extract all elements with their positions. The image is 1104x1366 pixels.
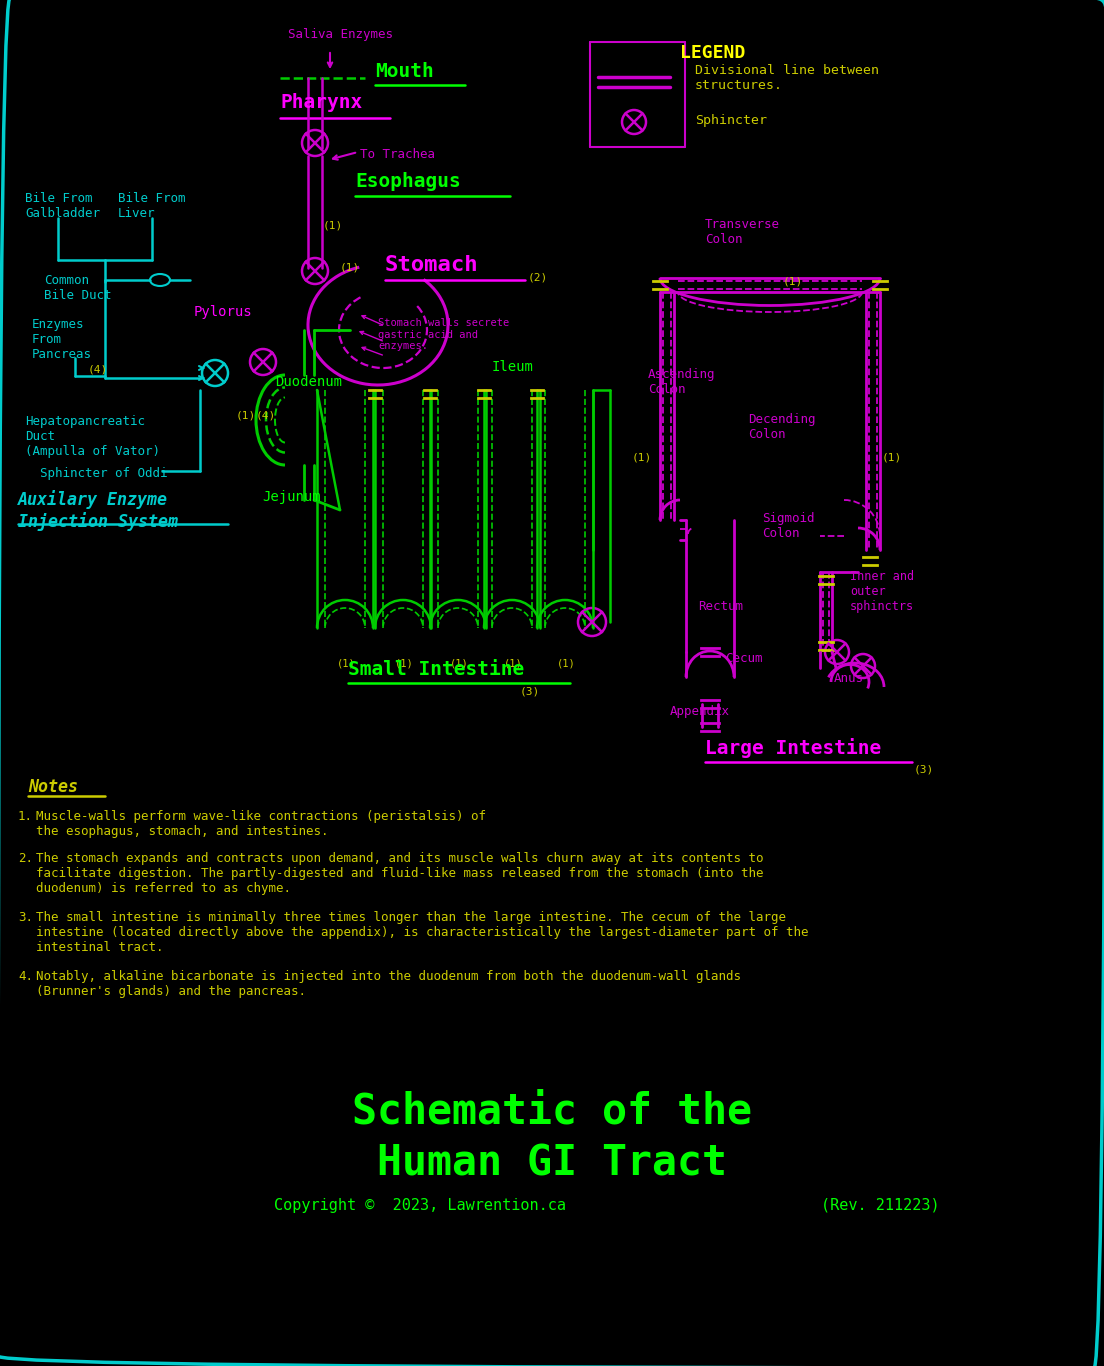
Text: 3.: 3. bbox=[18, 911, 33, 923]
Text: (1): (1) bbox=[505, 658, 523, 668]
Text: Saliva Enzymes: Saliva Enzymes bbox=[288, 27, 393, 41]
Text: Bile From
Liver: Bile From Liver bbox=[118, 193, 185, 220]
Text: Anus: Anus bbox=[834, 672, 864, 684]
Text: Mouth: Mouth bbox=[375, 61, 434, 81]
Text: Sphincter of Oddi: Sphincter of Oddi bbox=[40, 467, 168, 479]
Text: Pharynx: Pharynx bbox=[280, 93, 362, 112]
Text: Schematic of the: Schematic of the bbox=[352, 1090, 752, 1132]
Text: (1): (1) bbox=[323, 220, 343, 229]
Text: (3): (3) bbox=[914, 765, 934, 775]
Text: Pylorus: Pylorus bbox=[194, 305, 253, 320]
Text: (3): (3) bbox=[520, 686, 540, 697]
Text: 1.: 1. bbox=[18, 810, 33, 822]
Text: (1): (1) bbox=[337, 658, 355, 668]
Text: (1): (1) bbox=[558, 658, 576, 668]
Text: (4): (4) bbox=[88, 365, 108, 376]
Text: Large Intestine: Large Intestine bbox=[705, 738, 881, 758]
Text: Decending
Colon: Decending Colon bbox=[749, 413, 816, 441]
Text: (4): (4) bbox=[256, 410, 276, 419]
Text: Small Intestine: Small Intestine bbox=[348, 660, 524, 679]
Text: Copyright ©  2023, Lawrention.ca: Copyright © 2023, Lawrention.ca bbox=[274, 1198, 566, 1213]
Text: Sphincter: Sphincter bbox=[696, 113, 767, 127]
Text: Bile From
Galbladder: Bile From Galbladder bbox=[25, 193, 100, 220]
Text: Inner and
outer
sphinctrs: Inner and outer sphinctrs bbox=[850, 570, 914, 613]
Text: (1): (1) bbox=[631, 454, 652, 463]
Text: Hepatopancreatic
Duct
(Ampulla of Vator): Hepatopancreatic Duct (Ampulla of Vator) bbox=[25, 415, 160, 458]
Text: (1): (1) bbox=[450, 658, 469, 668]
Text: (1): (1) bbox=[882, 454, 902, 463]
Text: Stomach: Stomach bbox=[385, 255, 479, 275]
Text: Muscle-walls perform wave-like contractions (peristalsis) of
the esophagus, stom: Muscle-walls perform wave-like contracti… bbox=[36, 810, 486, 837]
Text: (1): (1) bbox=[395, 658, 414, 668]
Text: Duodenum: Duodenum bbox=[275, 376, 342, 389]
Text: (1): (1) bbox=[783, 276, 804, 285]
Text: (2): (2) bbox=[528, 272, 549, 281]
Text: Enzymes
From
Pancreas: Enzymes From Pancreas bbox=[32, 318, 92, 361]
Text: Sigmoid
Colon: Sigmoid Colon bbox=[762, 512, 815, 540]
Text: Ileum: Ileum bbox=[492, 361, 534, 374]
Text: 2.: 2. bbox=[18, 852, 33, 865]
Text: (1): (1) bbox=[340, 264, 360, 273]
Text: Notes: Notes bbox=[28, 779, 78, 796]
Text: Cecum: Cecum bbox=[725, 652, 763, 665]
Text: Esophagus: Esophagus bbox=[355, 172, 460, 191]
Text: Common
Bile Duct: Common Bile Duct bbox=[44, 275, 112, 302]
Text: Stomach walls secrete
gastric acid and
enzymes.: Stomach walls secrete gastric acid and e… bbox=[378, 318, 509, 351]
Text: Transverse
Colon: Transverse Colon bbox=[705, 219, 781, 246]
Text: 4.: 4. bbox=[18, 970, 33, 984]
Text: Ascending
Colon: Ascending Colon bbox=[648, 367, 715, 396]
Text: Human GI Tract: Human GI Tract bbox=[376, 1142, 728, 1184]
Text: Jejunum: Jejunum bbox=[262, 490, 320, 504]
Text: LEGEND: LEGEND bbox=[680, 44, 745, 61]
Text: Auxilary Enzyme
Injection System: Auxilary Enzyme Injection System bbox=[18, 490, 178, 531]
Text: To Trachea: To Trachea bbox=[360, 148, 435, 161]
Text: The stomach expands and contracts upon demand, and its muscle walls churn away a: The stomach expands and contracts upon d… bbox=[36, 852, 764, 895]
Text: (1): (1) bbox=[236, 410, 256, 419]
Text: Divisional line between
structures.: Divisional line between structures. bbox=[696, 64, 879, 92]
Text: Rectum: Rectum bbox=[698, 600, 743, 613]
Text: Notably, alkaline bicarbonate is injected into the duodenum from both the duoden: Notably, alkaline bicarbonate is injecte… bbox=[36, 970, 741, 999]
Text: (Rev. 211223): (Rev. 211223) bbox=[820, 1198, 940, 1213]
Text: The small intestine is minimally three times longer than the large intestine. Th: The small intestine is minimally three t… bbox=[36, 911, 808, 953]
Text: Appendix: Appendix bbox=[670, 705, 730, 719]
